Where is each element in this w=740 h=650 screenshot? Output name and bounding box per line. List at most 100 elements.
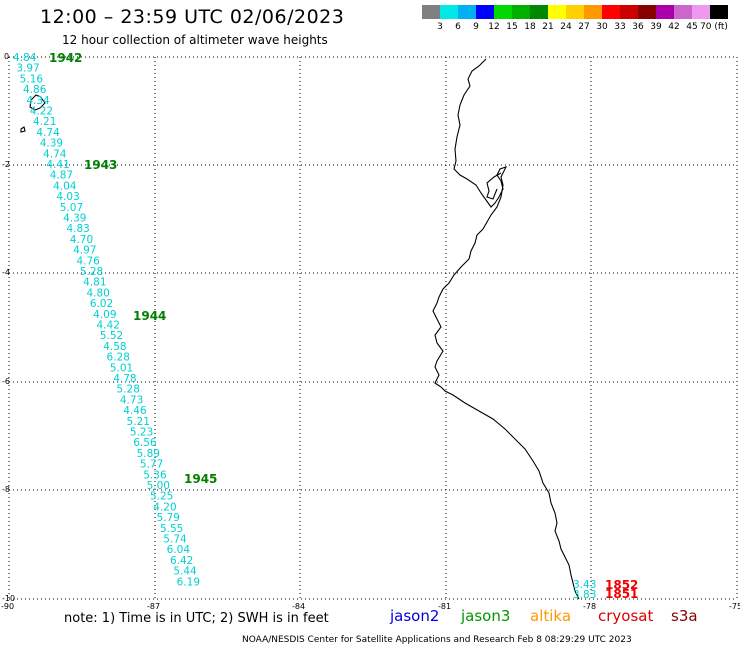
x-tick-label: -87 bbox=[147, 602, 161, 611]
y-tick-label: 0 bbox=[4, 52, 10, 61]
wave-height-label: 4.74 bbox=[43, 148, 67, 160]
satellite-legend-cryosat: cryosat bbox=[598, 607, 654, 625]
wave-height-label: 6.02 bbox=[90, 298, 113, 310]
wave-height-label: 4.39 bbox=[40, 138, 63, 150]
wave-height-label: 4.76 bbox=[76, 255, 100, 267]
x-tick-label: -90 bbox=[1, 602, 15, 611]
colorbar-label: 36 bbox=[632, 22, 644, 32]
colorbar-label: 33 bbox=[614, 22, 626, 32]
y-tick-label: -10 bbox=[2, 594, 16, 603]
y-tick-label: -2 bbox=[2, 160, 10, 169]
wave-height-label: 4.81 bbox=[83, 277, 106, 289]
colorbar-label: 3 bbox=[437, 22, 443, 32]
colorbar-label: 70 (ft) bbox=[700, 22, 728, 32]
wave-height-label: 5.07 bbox=[60, 202, 83, 214]
wave-height-label: 4.97 bbox=[73, 245, 96, 257]
pass-time-label: 1942 bbox=[49, 51, 82, 65]
y-tick-label: -8 bbox=[2, 485, 10, 494]
wave-height-label: 4.20 bbox=[153, 501, 176, 513]
wave-height-label: 5.44 bbox=[173, 566, 197, 578]
colorbar-swatch bbox=[620, 5, 638, 19]
map-svg: 4.843.975.164.864.344.224.214.744.394.74… bbox=[8, 51, 738, 601]
wave-height-label: 4.84 bbox=[13, 52, 37, 64]
colorbar-label: 45 bbox=[686, 22, 698, 32]
track-jason3-labels: 4.843.975.164.864.344.224.214.744.394.74… bbox=[13, 52, 200, 588]
colorbar-label: 39 bbox=[650, 22, 662, 32]
wave-height-label: 4.46 bbox=[123, 405, 147, 417]
wave-height-label: 4.78 bbox=[113, 373, 136, 385]
wave-height-label: 5.25 bbox=[150, 491, 173, 503]
wave-height-label: 5.00 bbox=[147, 480, 170, 492]
wave-height-colorbar bbox=[422, 5, 728, 19]
wave-height-label: 4.09 bbox=[93, 309, 116, 321]
wave-height-label: 5.79 bbox=[157, 512, 180, 524]
footer-note: note: 1) Time is in UTC; 2) SWH is in fe… bbox=[64, 611, 329, 626]
x-tick-label: -75 bbox=[729, 602, 740, 611]
wave-height-label: 5.36 bbox=[143, 469, 167, 481]
colorbar-swatch bbox=[638, 5, 656, 19]
colorbar-swatch bbox=[494, 5, 512, 19]
wave-height-label: 4.73 bbox=[120, 394, 143, 406]
wave-height-label: 5.55 bbox=[160, 523, 183, 535]
colorbar-label: 12 bbox=[488, 22, 500, 32]
colorbar-swatch bbox=[530, 5, 548, 19]
colorbar-label: 18 bbox=[524, 22, 536, 32]
colorbar-swatch bbox=[422, 5, 440, 19]
wave-height-label: 6.56 bbox=[133, 437, 157, 449]
colorbar-swatch bbox=[656, 5, 674, 19]
wave-height-label: 5.16 bbox=[20, 73, 44, 85]
colorbar-swatch bbox=[512, 5, 530, 19]
map-plot: 4.84 3.97 5.16 4.86 4.34 4.22 4.21 4.74 4.39 4.74… bbox=[8, 51, 738, 601]
wave-height-label: 5.28 bbox=[117, 384, 140, 396]
wave-height-label: 4.80 bbox=[86, 287, 109, 299]
wave-height-label: 4.03 bbox=[56, 191, 79, 203]
wave-height-label: 6.04 bbox=[167, 544, 191, 556]
x-tick-label: -81 bbox=[438, 602, 452, 611]
wave-height-label: 6.42 bbox=[170, 555, 193, 567]
wave-height-label: 4.34 bbox=[26, 95, 50, 107]
wave-height-label: 4.86 bbox=[23, 84, 47, 96]
colorbar-swatch bbox=[476, 5, 494, 19]
wave-height-label: 5.89 bbox=[137, 448, 160, 460]
wave-height-label: 4.87 bbox=[50, 170, 73, 182]
track-s3a-labels: 3.433.83 bbox=[573, 579, 596, 601]
colorbar-label: 27 bbox=[578, 22, 590, 32]
colorbar-label: 24 bbox=[560, 22, 572, 32]
wave-height-label: 4.04 bbox=[53, 180, 77, 192]
wave-height-label: 4.39 bbox=[63, 213, 86, 225]
wave-height-label: 3.43 bbox=[573, 579, 596, 591]
colorbar-swatch bbox=[692, 5, 710, 19]
wave-height-label: 5.28 bbox=[80, 266, 103, 278]
wave-height-label: 4.83 bbox=[66, 223, 89, 235]
wave-height-label: 3.97 bbox=[16, 63, 39, 75]
colorbar-swatch bbox=[674, 5, 692, 19]
satellite-legend-jason2: jason2 bbox=[390, 607, 440, 625]
wave-height-label: 5.01 bbox=[110, 362, 133, 374]
pass-time-label: 1943 bbox=[84, 158, 117, 172]
y-tick-label: -6 bbox=[2, 377, 10, 386]
x-tick-label: -84 bbox=[292, 602, 306, 611]
pass-time-label: 1852 bbox=[605, 578, 638, 592]
colorbar-label: 15 bbox=[506, 22, 518, 32]
colorbar-swatch bbox=[458, 5, 476, 19]
x-tick-label: -78 bbox=[583, 602, 597, 611]
colorbar-swatch bbox=[602, 5, 620, 19]
pass-time-label: 1851 bbox=[605, 587, 638, 601]
wave-height-label: 5.23 bbox=[130, 427, 153, 439]
credit-line: NOAA/NESDIS Center for Satellite Applica… bbox=[242, 635, 632, 645]
colorbar-swatch bbox=[710, 5, 728, 19]
wave-height-label: 4.42 bbox=[97, 320, 120, 332]
wave-height-label: 5.21 bbox=[127, 416, 150, 428]
wave-height-label: 3.83 bbox=[573, 589, 596, 601]
colorbar-swatch bbox=[548, 5, 566, 19]
pass-time-label: 1945 bbox=[184, 472, 217, 486]
grid-lines bbox=[8, 56, 738, 600]
colorbar-label: 9 bbox=[473, 22, 479, 32]
wave-height-label: 6.28 bbox=[107, 352, 130, 364]
wave-height-label: 4.22 bbox=[30, 106, 53, 118]
wave-height-label: 6.19 bbox=[177, 576, 200, 588]
satellite-legend-jason3: jason3 bbox=[461, 607, 511, 625]
map-subtitle: 12 hour collection of altimeter wave hei… bbox=[62, 33, 328, 47]
wave-height-label: 4.70 bbox=[70, 234, 93, 246]
wave-height-label: 4.21 bbox=[33, 116, 56, 128]
